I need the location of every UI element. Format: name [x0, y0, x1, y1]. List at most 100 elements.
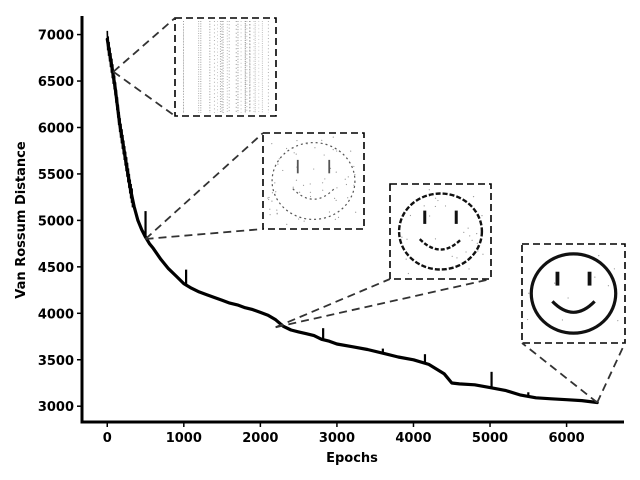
inset-speckle — [481, 215, 483, 217]
inset-speckle — [332, 149, 334, 151]
inset-speckle — [295, 153, 297, 155]
x-tick-label: 2000 — [242, 431, 278, 446]
inset-speckle — [476, 242, 478, 244]
inset-speckle — [594, 276, 596, 278]
inset-speckle — [468, 268, 470, 270]
inset-speckle — [274, 182, 276, 184]
face-outline — [529, 252, 618, 335]
x-tick-label: 0 — [103, 431, 112, 446]
plot-area — [105, 30, 599, 405]
inset-speckle — [561, 319, 564, 321]
inset-speckle — [613, 268, 616, 270]
inset-speckle — [336, 150, 338, 152]
inset-speckle — [329, 167, 332, 169]
inset-speckle — [302, 184, 305, 186]
inset-speckle — [309, 183, 311, 185]
y-tick-label: 4000 — [38, 307, 74, 322]
inset-speckle — [321, 139, 323, 141]
inset-speckle — [617, 320, 619, 322]
inset-frame — [262, 132, 365, 230]
inset-speckle — [353, 184, 355, 186]
inset-speckle — [271, 143, 273, 145]
inset-speckle — [276, 209, 278, 211]
inset-background — [522, 244, 625, 343]
inset-speckle — [434, 197, 437, 199]
inset-connector — [144, 132, 264, 240]
inset-speckle — [429, 215, 431, 217]
inset-3 — [275, 183, 492, 329]
inset-speckle — [276, 213, 278, 215]
inset-connector — [275, 278, 492, 329]
inset-speckle — [322, 189, 324, 191]
inset-speckle — [353, 165, 355, 168]
inset-speckle — [296, 139, 298, 142]
inset-speckle — [309, 191, 312, 193]
inset-speckle — [347, 176, 349, 178]
y-tick-label: 3500 — [38, 354, 74, 369]
inset-4 — [521, 243, 626, 404]
face-outline — [271, 142, 356, 221]
y-tick-label: 6000 — [38, 121, 74, 136]
inset-speckle — [434, 205, 436, 208]
inset-speckle — [303, 220, 305, 222]
inset-speckle — [350, 150, 352, 152]
inset-speckle — [298, 218, 300, 220]
inset-speckle — [444, 205, 447, 207]
inset-speckle — [355, 211, 357, 213]
inset-speckle — [337, 216, 340, 218]
inset-speckle — [456, 257, 458, 259]
inset-speckle — [321, 182, 324, 184]
inset-speckle — [271, 192, 274, 194]
inset-speckle — [354, 173, 356, 176]
inset-speckle — [406, 238, 408, 240]
inset-speckle — [275, 191, 277, 193]
y-tick-label: 5500 — [38, 168, 74, 183]
inset-speckle — [437, 199, 439, 202]
inset-speckle — [482, 253, 484, 255]
inset-speckle — [334, 218, 336, 220]
inset-speckle — [467, 227, 469, 229]
inset-speckle — [336, 187, 338, 189]
inset-speckle — [267, 197, 269, 199]
face-mouth — [551, 300, 596, 314]
inset-speckle — [282, 169, 284, 172]
y-tick-label: 6500 — [38, 75, 74, 90]
inset-speckle — [463, 231, 465, 233]
inset-speckle — [332, 136, 334, 138]
inset-frame — [521, 243, 626, 344]
inset-speckle — [268, 196, 270, 199]
inset-speckle — [598, 255, 600, 257]
inset-speckle — [423, 205, 425, 207]
inset-speckle — [477, 250, 479, 252]
inset-speckle — [323, 154, 325, 156]
inset-speckle — [293, 152, 295, 154]
inset-connector — [596, 342, 626, 403]
y-axis-title: Van Rossum Distance — [14, 141, 29, 299]
inset-speckle — [345, 183, 348, 186]
inset-speckle — [434, 238, 437, 240]
inset-speckle — [607, 285, 610, 287]
face-outline — [397, 192, 484, 271]
inset-2 — [144, 132, 365, 240]
inset-background — [263, 133, 364, 229]
inset-speckle — [314, 147, 316, 149]
inset-speckle — [465, 251, 467, 253]
y-tick-label: 7000 — [38, 29, 74, 44]
inset-background — [390, 184, 491, 279]
series-noise — [106, 30, 134, 208]
inset-connector — [112, 71, 176, 117]
inset-background — [175, 18, 276, 116]
inset-speckle — [334, 197, 336, 199]
y-tick-label: 4500 — [38, 261, 74, 276]
inset-speckle — [528, 292, 530, 294]
inset-speckle — [313, 168, 315, 170]
inset-speckle — [554, 282, 556, 284]
inset-speckle — [298, 191, 301, 193]
x-axis: 0 1000 2000 3000 4000 5000 6000 — [103, 422, 585, 446]
inset-speckle — [285, 147, 288, 150]
inset-speckle — [295, 179, 298, 181]
inset-connector — [145, 228, 264, 240]
inset-speckle — [335, 171, 337, 173]
